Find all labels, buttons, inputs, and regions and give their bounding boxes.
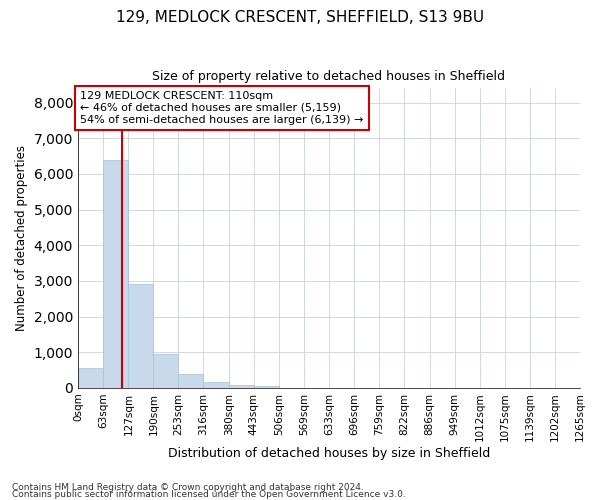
- Title: Size of property relative to detached houses in Sheffield: Size of property relative to detached ho…: [152, 70, 505, 83]
- Bar: [78, 368, 103, 388]
- Text: Contains HM Land Registry data © Crown copyright and database right 2024.: Contains HM Land Registry data © Crown c…: [12, 484, 364, 492]
- Text: 129, MEDLOCK CRESCENT, SHEFFIELD, S13 9BU: 129, MEDLOCK CRESCENT, SHEFFIELD, S13 9B…: [116, 10, 484, 25]
- Bar: [178, 374, 203, 388]
- Bar: [103, 160, 128, 388]
- Bar: [203, 382, 229, 388]
- Y-axis label: Number of detached properties: Number of detached properties: [15, 145, 28, 331]
- Text: Contains public sector information licensed under the Open Government Licence v3: Contains public sector information licen…: [12, 490, 406, 499]
- Bar: [229, 384, 254, 388]
- Bar: [254, 386, 279, 388]
- Text: 129 MEDLOCK CRESCENT: 110sqm
← 46% of detached houses are smaller (5,159)
54% of: 129 MEDLOCK CRESCENT: 110sqm ← 46% of de…: [80, 92, 364, 124]
- Bar: [154, 354, 178, 388]
- Bar: [128, 284, 154, 388]
- X-axis label: Distribution of detached houses by size in Sheffield: Distribution of detached houses by size …: [168, 447, 490, 460]
